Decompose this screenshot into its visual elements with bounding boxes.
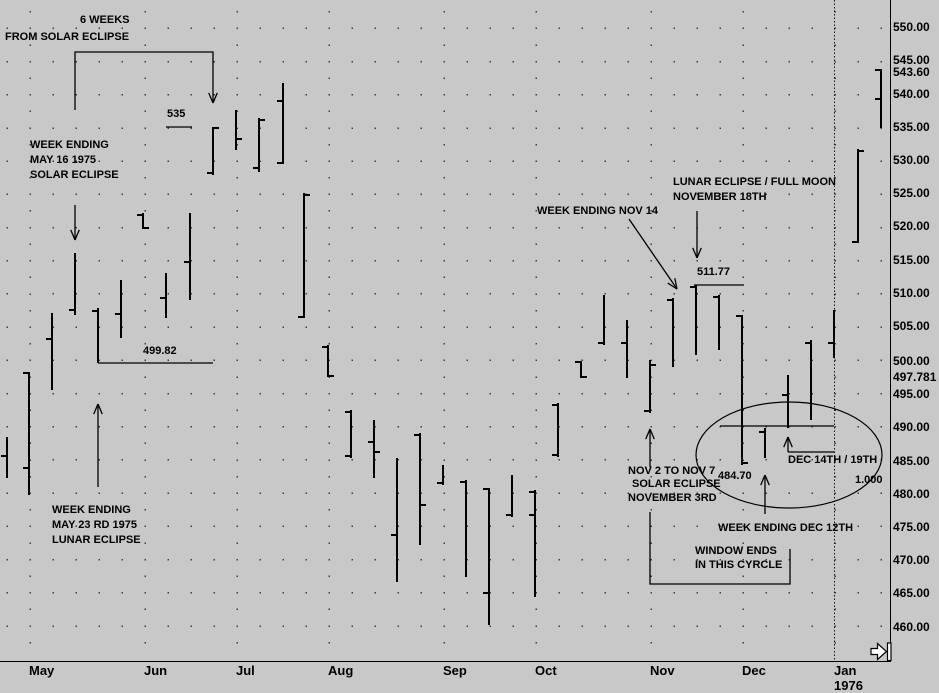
bracket-6-weeks — [74, 51, 214, 110]
weekly-bar — [644, 360, 656, 413]
grid-dots — [6, 11, 882, 644]
weekly-bar — [160, 273, 168, 318]
weekly-bar — [690, 285, 698, 355]
bracket-6-weeks-head — [212, 92, 218, 104]
weekly-bar — [759, 428, 767, 458]
axis-frame — [0, 0, 892, 663]
weekly-bar — [805, 340, 813, 420]
weekly-bar — [414, 433, 426, 545]
cursor-icon — [870, 642, 892, 662]
weekly-bar — [298, 193, 310, 319]
weekly-bar — [277, 83, 285, 165]
weekly-bar — [207, 126, 219, 175]
weekly-bar — [115, 280, 123, 338]
arrow-dec12-head — [764, 474, 770, 486]
weekly-bar — [184, 213, 192, 300]
arrow-nov14 — [628, 218, 678, 290]
weekly-bar — [598, 295, 606, 345]
arrow-dec12-head — [760, 474, 766, 486]
arrow-may16-head — [70, 229, 76, 241]
weekly-bar — [69, 253, 77, 315]
weekly-bar — [460, 480, 468, 577]
weekly-bar — [552, 403, 560, 457]
annotation-lines — [70, 51, 834, 585]
weekly-bar — [575, 360, 587, 379]
weekly-bar — [437, 465, 445, 485]
price-bars — [1, 68, 883, 625]
weekly-bar — [253, 118, 265, 172]
weekly-bar — [391, 458, 399, 582]
arrow-nov2-head — [645, 428, 651, 440]
arrow-may23-head — [93, 403, 99, 415]
cycle-ellipse — [695, 401, 883, 509]
weekly-bar — [828, 310, 836, 358]
weekly-bar — [736, 314, 748, 465]
arrow-may23-head — [97, 403, 103, 415]
weekly-bar — [483, 487, 491, 625]
arrow-dec14-19-head — [783, 436, 789, 448]
weekly-bar — [621, 320, 629, 378]
bracket-6-weeks-head — [208, 92, 214, 104]
weekly-bar — [137, 213, 149, 230]
weekly-bar — [92, 308, 100, 363]
weekly-bar — [23, 371, 31, 495]
weekly-bar — [368, 420, 380, 478]
arrow-nov14-head — [667, 282, 678, 290]
arrow-nov18-head — [692, 247, 698, 259]
weekly-bar — [713, 295, 721, 350]
arrow-dec14-19-head — [787, 436, 793, 448]
weekly-bar — [345, 410, 353, 458]
bracket-window — [649, 512, 791, 585]
arrow-may16-head — [74, 229, 80, 241]
weekly-bar — [234, 110, 242, 150]
arrow-nov14-head — [674, 278, 678, 290]
weekly-bar — [322, 345, 334, 378]
weekly-bar — [506, 475, 514, 517]
weekly-bar — [1, 437, 9, 478]
arrow-nov2-head — [649, 428, 655, 440]
weekly-bar — [46, 313, 54, 390]
weekly-bar — [852, 149, 864, 244]
arrow-nov18-head — [696, 247, 702, 259]
weekly-bar — [667, 298, 675, 367]
weekly-bar — [875, 68, 883, 128]
weekly-bar — [529, 490, 537, 597]
